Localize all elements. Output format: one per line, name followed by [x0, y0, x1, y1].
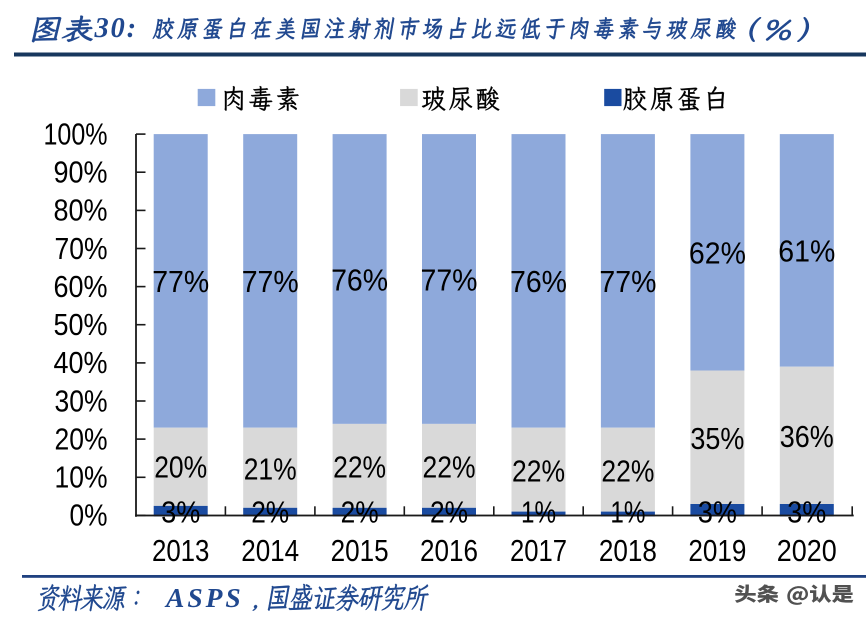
svg-text:10%: 10%: [55, 462, 108, 495]
svg-text:3%: 3%: [787, 497, 826, 530]
svg-text:2016: 2016: [420, 535, 478, 568]
svg-text:61%: 61%: [778, 236, 835, 269]
svg-text:2%: 2%: [430, 497, 468, 530]
svg-text:3%: 3%: [698, 497, 737, 530]
svg-text:22%: 22%: [333, 452, 386, 485]
svg-text:1%: 1%: [610, 497, 645, 530]
svg-text:77%: 77%: [599, 266, 656, 299]
svg-text:60%: 60%: [54, 271, 108, 304]
svg-text:2013: 2013: [152, 535, 210, 568]
svg-text:2018: 2018: [599, 535, 657, 568]
svg-text:2019: 2019: [688, 535, 746, 568]
svg-text:76%: 76%: [331, 264, 388, 297]
svg-text:2%: 2%: [341, 497, 379, 530]
svg-text:0%: 0%: [70, 500, 108, 533]
svg-text:40%: 40%: [54, 347, 108, 380]
svg-text:70%: 70%: [55, 233, 108, 266]
svg-text:ASPS: ASPS: [164, 582, 244, 613]
svg-text:2020: 2020: [777, 535, 837, 568]
svg-text:77%: 77%: [152, 266, 209, 299]
svg-text:35%: 35%: [690, 423, 744, 456]
svg-text:22%: 22%: [512, 455, 565, 488]
svg-text:22%: 22%: [601, 455, 654, 488]
svg-text:20%: 20%: [154, 452, 207, 485]
svg-text:2015: 2015: [331, 535, 389, 568]
svg-text:77%: 77%: [242, 266, 299, 299]
svg-text:30%: 30%: [55, 385, 108, 418]
svg-text:76%: 76%: [510, 266, 567, 299]
svg-text:62%: 62%: [689, 238, 746, 271]
svg-text:22%: 22%: [423, 452, 476, 485]
svg-text:100%: 100%: [44, 118, 108, 151]
svg-text:2014: 2014: [241, 535, 299, 568]
svg-text:36%: 36%: [780, 421, 834, 454]
svg-text:2017: 2017: [510, 535, 567, 568]
svg-text:77%: 77%: [421, 264, 478, 297]
svg-text:80%: 80%: [54, 195, 108, 228]
svg-text:50%: 50%: [54, 309, 108, 342]
svg-text:3%: 3%: [161, 497, 200, 530]
svg-text:21%: 21%: [244, 454, 297, 487]
svg-text:90%: 90%: [54, 157, 108, 190]
svg-text:20%: 20%: [55, 423, 108, 456]
svg-text:30:: 30:: [94, 13, 138, 44]
svg-text:2%: 2%: [251, 497, 289, 530]
svg-text:1%: 1%: [521, 497, 556, 530]
